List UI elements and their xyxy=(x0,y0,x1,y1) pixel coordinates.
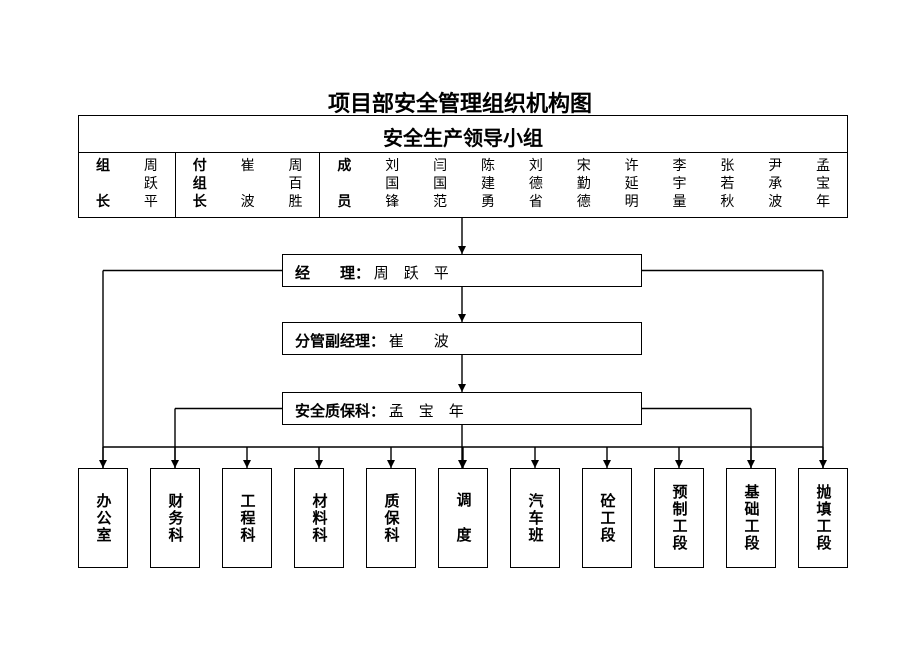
dept-1: 财务科 xyxy=(150,468,200,568)
roster-name-2-4: 宋勤德 xyxy=(560,153,608,217)
safety-label: 安全质保科： xyxy=(295,404,385,420)
manager-name: 周 跃 平 xyxy=(374,266,449,282)
safety-box: 安全质保科： 孟 宝 年 xyxy=(282,392,642,425)
dept-2: 工程科 xyxy=(222,468,272,568)
deputy-name: 崔 波 xyxy=(389,334,449,350)
roster-name-2-7: 张若秋 xyxy=(703,153,751,217)
deputy-label: 分管副经理： xyxy=(295,334,385,350)
dept-10: 抛填工段 xyxy=(798,468,848,568)
roster-name-2-1: 闫国范 xyxy=(416,153,464,217)
safety-name: 孟 宝 年 xyxy=(389,404,464,420)
roster-role-0: 组 长 xyxy=(79,153,127,217)
roster-name-1-0: 崔 波 xyxy=(224,153,272,217)
roster-role-2: 成 员 xyxy=(319,153,368,217)
dept-4: 质保科 xyxy=(366,468,416,568)
roster-table: 组 长周跃平付组长崔 波周百胜成 员刘国锋闫国范陈建勇刘德省宋勤德许延明李宇量张… xyxy=(78,152,848,218)
roster-name-1-1: 周百胜 xyxy=(272,153,320,217)
roster-name-2-2: 陈建勇 xyxy=(464,153,512,217)
dept-7: 砼工段 xyxy=(582,468,632,568)
dept-5: 调 度 xyxy=(438,468,488,568)
dept-9: 基础工段 xyxy=(726,468,776,568)
manager-box: 经 理： 周 跃 平 xyxy=(282,254,642,287)
dept-8: 预制工段 xyxy=(654,468,704,568)
roster-name-2-6: 李宇量 xyxy=(656,153,704,217)
chart-title: 项目部安全管理组织机构图 xyxy=(0,86,920,118)
roster-name-2-5: 许延明 xyxy=(608,153,656,217)
dept-6: 汽车班 xyxy=(510,468,560,568)
chart-subtitle: 安全生产领导小组 xyxy=(78,115,848,157)
roster-name-0-0: 周跃平 xyxy=(127,153,175,217)
roster-name-2-3: 刘德省 xyxy=(512,153,560,217)
dept-3: 材料科 xyxy=(294,468,344,568)
roster-role-1: 付组长 xyxy=(175,153,224,217)
roster-name-2-9: 孟宝年 xyxy=(799,153,847,217)
roster-name-2-8: 尹承波 xyxy=(751,153,799,217)
roster-name-2-0: 刘国锋 xyxy=(368,153,416,217)
dept-0: 办公室 xyxy=(78,468,128,568)
manager-label: 经 理： xyxy=(295,266,370,282)
deputy-box: 分管副经理： 崔 波 xyxy=(282,322,642,355)
